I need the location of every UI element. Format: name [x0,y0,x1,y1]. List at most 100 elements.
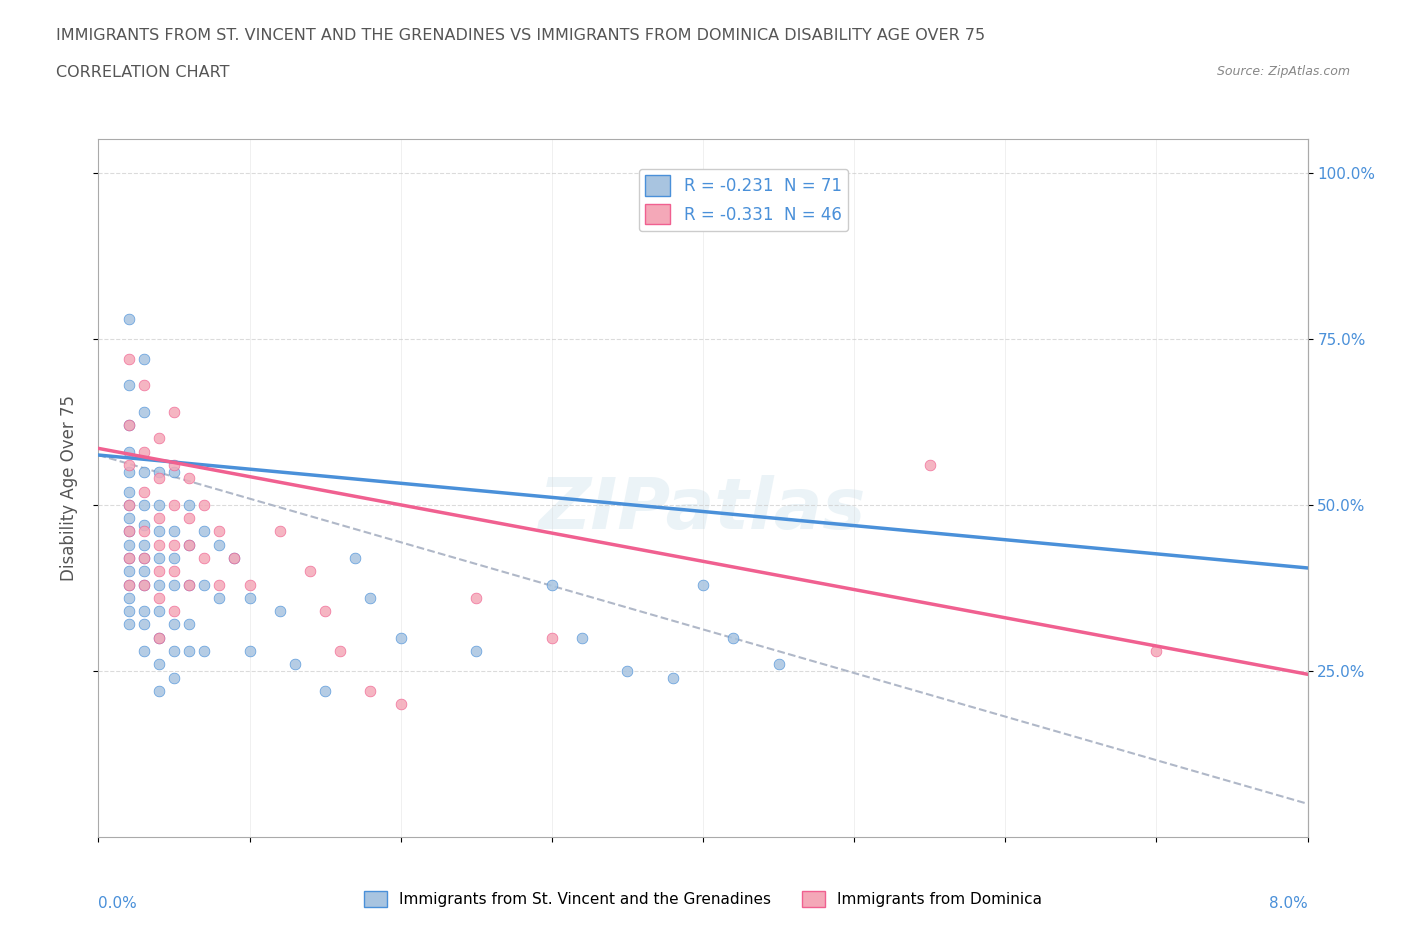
Point [389,697,412,711]
Point [163,538,186,552]
Point [118,538,141,552]
Point [118,604,141,618]
Point [118,578,141,592]
Text: Source: ZipAtlas.com: Source: ZipAtlas.com [1216,65,1350,78]
Point [148,511,170,525]
Legend: Immigrants from St. Vincent and the Grenadines, Immigrants from Dominica: Immigrants from St. Vincent and the Gren… [359,884,1047,913]
Point [541,578,564,592]
Point [163,644,186,658]
Point [132,405,155,419]
Point [179,578,201,592]
Point [193,578,215,592]
Point [662,671,685,685]
Point [118,524,141,538]
Point [163,524,186,538]
Point [132,524,155,538]
Point [148,631,170,645]
Point [118,498,141,512]
Point [148,684,170,698]
Point [208,524,231,538]
Point [723,631,745,645]
Point [148,591,170,605]
Point [132,551,155,565]
Point [132,485,155,499]
Point [118,378,141,392]
Point [768,657,790,671]
Text: ZIPatlas: ZIPatlas [540,474,866,544]
Point [132,644,155,658]
Point [179,511,201,525]
Point [118,551,141,565]
Point [179,538,201,552]
Point [132,604,155,618]
Point [179,578,201,592]
Point [239,644,262,658]
Point [163,551,186,565]
Point [148,471,170,485]
Point [163,617,186,631]
Point [541,631,564,645]
Point [118,312,141,326]
Point [148,631,170,645]
Point [118,418,141,432]
Point [118,418,141,432]
Point [571,631,593,645]
Point [465,644,488,658]
Point [148,431,170,445]
Point [299,564,322,578]
Point [163,604,186,618]
Point [132,445,155,459]
Point [148,464,170,479]
Point [179,644,201,658]
Point [148,551,170,565]
Point [118,511,141,525]
Point [118,591,141,605]
Point [179,617,201,631]
Point [269,604,291,618]
Point [148,498,170,512]
Point [1146,644,1168,658]
Point [193,524,215,538]
Point [208,578,231,592]
Point [465,591,488,605]
Point [132,378,155,392]
Point [132,564,155,578]
Point [132,517,155,532]
Point [118,352,141,366]
Point [360,684,382,698]
Point [179,538,201,552]
Point [239,578,262,592]
Point [148,524,170,538]
Point [118,524,141,538]
Point [163,458,186,472]
Point [118,551,141,565]
Text: 0.0%: 0.0% [98,897,138,911]
Point [132,538,155,552]
Point [118,617,141,631]
Point [132,551,155,565]
Point [616,663,638,678]
Point [163,671,186,685]
Point [224,551,246,565]
Point [360,591,382,605]
Point [239,591,262,605]
Point [208,591,231,605]
Point [132,464,155,479]
Point [148,657,170,671]
Point [918,458,941,472]
Point [329,644,352,658]
Point [389,631,412,645]
Point [163,578,186,592]
Point [132,617,155,631]
Point [148,538,170,552]
Point [314,684,336,698]
Point [148,578,170,592]
Point [118,564,141,578]
Point [163,498,186,512]
Point [132,578,155,592]
Point [193,498,215,512]
Point [179,498,201,512]
Point [163,405,186,419]
Point [118,464,141,479]
Point [118,485,141,499]
